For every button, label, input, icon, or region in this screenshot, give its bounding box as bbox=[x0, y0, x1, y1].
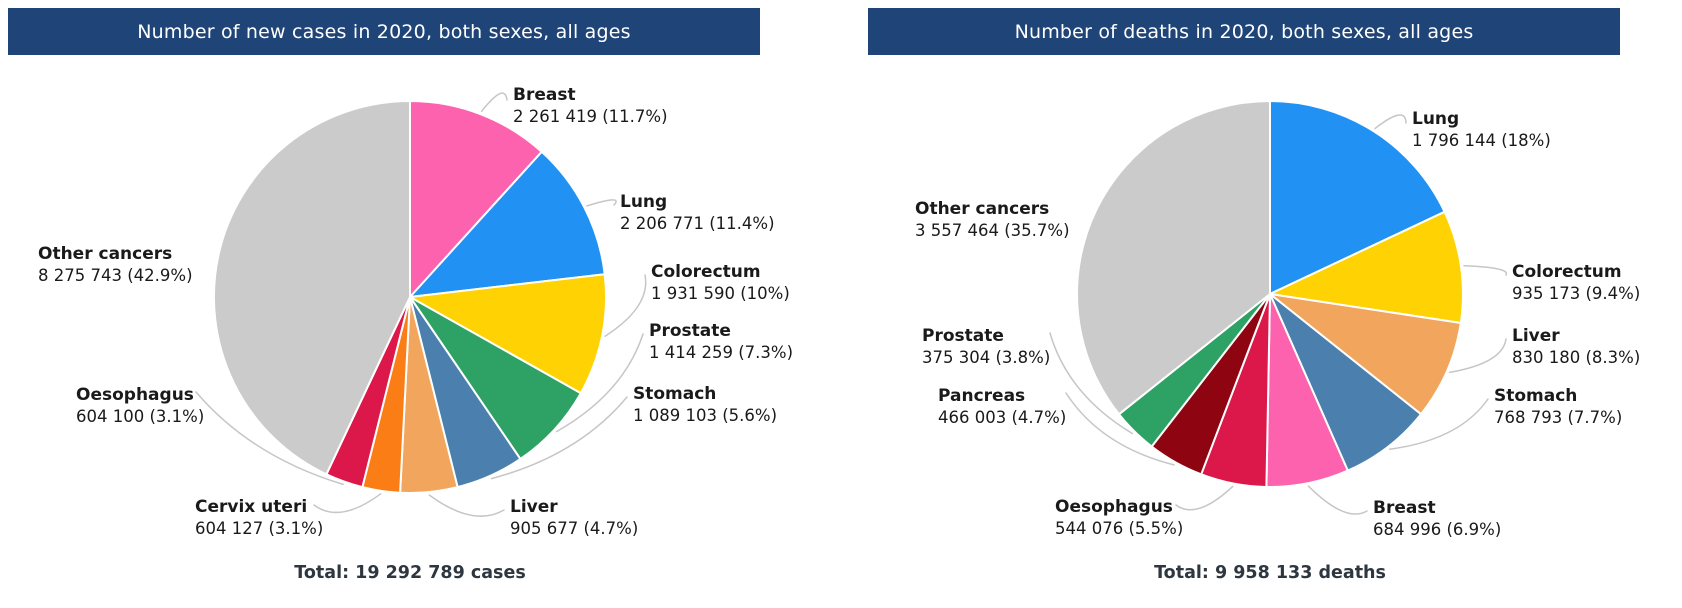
leader-line-prostate bbox=[1049, 332, 1134, 435]
leader-line-prostate bbox=[555, 333, 644, 433]
slice-label-value: 1 931 590 (10%) bbox=[651, 284, 790, 303]
slice-label-lung: Lung 2 206 771 (11.4%) bbox=[620, 191, 775, 235]
slice-label-value: 830 180 (8.3%) bbox=[1512, 348, 1641, 367]
slice-label-value: 905 677 (4.7%) bbox=[510, 519, 639, 538]
slice-label-pancreas: Pancreas 466 003 (4.7%) bbox=[938, 385, 1066, 429]
leader-line-colorectum bbox=[604, 274, 647, 337]
slice-label-value: 466 003 (4.7%) bbox=[938, 408, 1067, 427]
slice-label-name: Breast bbox=[513, 85, 576, 105]
leader-line-cervix-uteri bbox=[313, 493, 382, 514]
leader-line-oesophagus bbox=[1175, 485, 1234, 511]
slice-label-value: 1 796 144 (18%) bbox=[1412, 131, 1551, 150]
slice-label-name: Other cancers bbox=[915, 199, 1050, 219]
chart-title-new-cases: Number of new cases in 2020, both sexes,… bbox=[8, 8, 760, 55]
slice-label-lung: Lung 1 796 144 (18%) bbox=[1412, 108, 1551, 152]
slice-label-name: Other cancers bbox=[38, 244, 173, 264]
slice-label-stomach: Stomach 768 793 (7.7%) bbox=[1494, 385, 1622, 429]
slice-label-name: Liver bbox=[1512, 326, 1560, 346]
slice-label-name: Lung bbox=[1412, 109, 1460, 129]
pie-chart-deaths bbox=[1049, 100, 1508, 515]
leader-line-stomach bbox=[1388, 398, 1489, 450]
slice-label-name: Pancreas bbox=[938, 386, 1026, 406]
leader-line-colorectum bbox=[1463, 265, 1508, 276]
slice-label-breast: Breast 2 261 419 (11.7%) bbox=[513, 84, 668, 128]
slice-label-value: 768 793 (7.7%) bbox=[1494, 408, 1623, 427]
slice-label-name: Stomach bbox=[1494, 386, 1578, 406]
slice-label-stomach: Stomach 1 089 103 (5.6%) bbox=[633, 383, 777, 427]
leader-line-pancreas bbox=[1065, 392, 1175, 466]
slice-label-name: Liver bbox=[510, 497, 558, 517]
leader-line-liver bbox=[1448, 338, 1507, 374]
leader-line-lung bbox=[1374, 114, 1407, 130]
pie-slice-liver[interactable] bbox=[1269, 293, 1462, 416]
total-new-cases: Total: 19 292 789 cases bbox=[294, 563, 526, 583]
slice-label-name: Colorectum bbox=[651, 262, 761, 282]
leader-line-breast bbox=[480, 92, 508, 113]
pie-slice-stomach[interactable] bbox=[1269, 293, 1422, 472]
pie-slice-breast[interactable] bbox=[409, 100, 543, 298]
slice-label-prostate: Prostate 1 414 259 (7.3%) bbox=[649, 320, 793, 364]
pie-slice-colorectum[interactable] bbox=[409, 273, 608, 395]
slice-label-value: 935 173 (9.4%) bbox=[1512, 284, 1641, 303]
slice-label-oesophagus: Oesophagus 544 076 (5.5%) bbox=[1055, 496, 1183, 540]
pie-slice-lung[interactable] bbox=[1269, 100, 1446, 295]
pie-slice-lung[interactable] bbox=[409, 150, 606, 298]
slice-label-value: 604 100 (3.1%) bbox=[76, 407, 205, 426]
slice-label-cervix-uteri: Cervix uteri 604 127 (3.1%) bbox=[195, 496, 323, 540]
slice-label-value: 544 076 (5.5%) bbox=[1055, 519, 1184, 538]
chart-title-deaths: Number of deaths in 2020, both sexes, al… bbox=[868, 8, 1620, 55]
slice-label-value: 684 996 (6.9%) bbox=[1373, 520, 1502, 539]
slice-label-oesophagus: Oesophagus 604 100 (3.1%) bbox=[76, 384, 204, 428]
slice-label-other-cancers: Other cancers 3 557 464 (35.7%) bbox=[915, 198, 1070, 242]
slice-label-other-cancers: Other cancers 8 275 743 (42.9%) bbox=[38, 243, 193, 287]
slice-label-name: Oesophagus bbox=[76, 385, 194, 405]
slice-label-name: Prostate bbox=[649, 321, 731, 341]
slice-label-name: Breast bbox=[1373, 498, 1436, 518]
slice-label-breast: Breast 684 996 (6.9%) bbox=[1373, 497, 1501, 541]
slice-label-name: Prostate bbox=[922, 326, 1004, 346]
slice-label-name: Stomach bbox=[633, 384, 717, 404]
slice-label-value: 2 206 771 (11.4%) bbox=[620, 214, 775, 233]
pie-slice-other-cancers[interactable] bbox=[1076, 100, 1271, 416]
slice-label-value: 3 557 464 (35.7%) bbox=[915, 221, 1070, 240]
leader-line-breast bbox=[1307, 485, 1368, 515]
pie-slice-other-cancers[interactable] bbox=[212, 100, 411, 476]
slice-label-value: 604 127 (3.1%) bbox=[195, 519, 324, 538]
slice-label-name: Colorectum bbox=[1512, 262, 1622, 282]
slice-label-liver: Liver 905 677 (4.7%) bbox=[510, 496, 638, 540]
slice-label-liver: Liver 830 180 (8.3%) bbox=[1512, 325, 1640, 369]
leader-line-stomach bbox=[490, 396, 628, 480]
slice-label-value: 1 089 103 (5.6%) bbox=[633, 406, 778, 425]
pie-chart-new-cases bbox=[195, 92, 647, 517]
slice-label-name: Oesophagus bbox=[1055, 497, 1173, 517]
slice-label-value: 8 275 743 (42.9%) bbox=[38, 266, 193, 285]
slice-label-name: Cervix uteri bbox=[195, 497, 308, 517]
slice-label-value: 2 261 419 (11.7%) bbox=[513, 107, 668, 126]
pie-slice-colorectum[interactable] bbox=[1269, 210, 1464, 324]
total-deaths: Total: 9 958 133 deaths bbox=[1154, 563, 1386, 583]
slice-label-colorectum: Colorectum 1 931 590 (10%) bbox=[651, 261, 790, 305]
leader-line-oesophagus bbox=[195, 391, 344, 486]
new-cases-panel: Number of new cases in 2020, both sexes,… bbox=[8, 8, 793, 600]
slice-label-name: Lung bbox=[620, 192, 668, 212]
deaths-panel: Number of deaths in 2020, both sexes, al… bbox=[868, 8, 1640, 600]
leader-line-liver bbox=[428, 494, 505, 517]
slice-label-value: 375 304 (3.8%) bbox=[922, 348, 1051, 367]
slice-label-value: 1 414 259 (7.3%) bbox=[649, 343, 794, 362]
slice-label-prostate: Prostate 375 304 (3.8%) bbox=[922, 325, 1050, 369]
leader-line-lung bbox=[586, 199, 617, 207]
slice-label-colorectum: Colorectum 935 173 (9.4%) bbox=[1512, 261, 1640, 305]
